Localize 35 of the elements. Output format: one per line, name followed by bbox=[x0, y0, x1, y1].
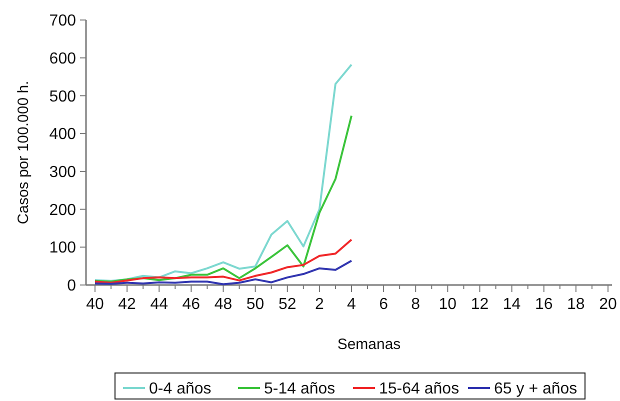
line-series bbox=[94, 260, 352, 286]
legend-label: 65 y + años bbox=[494, 380, 578, 398]
x-axis-title: Semanas bbox=[337, 336, 401, 353]
y-tick-label: 500 bbox=[49, 88, 76, 106]
y-tick-label: 700 bbox=[49, 12, 76, 30]
line-series bbox=[94, 114, 352, 283]
x-tick-label: 20 bbox=[599, 296, 617, 313]
line-series bbox=[94, 64, 352, 282]
x-tick-label: 12 bbox=[470, 296, 489, 313]
y-axis-title: Casos por 100.000 h. bbox=[15, 80, 32, 224]
y-tick-label: 400 bbox=[49, 126, 76, 144]
y-tick-label: 200 bbox=[49, 202, 76, 219]
x-tick-label: 42 bbox=[118, 296, 136, 313]
y-tick-label: 100 bbox=[49, 240, 76, 257]
x-tick-label: 48 bbox=[214, 296, 232, 313]
legend-label: 5-14 años bbox=[264, 380, 336, 398]
x-tick-label: 52 bbox=[278, 296, 296, 313]
x-tick-label: 6 bbox=[379, 296, 388, 313]
x-tick-label: 16 bbox=[534, 296, 553, 313]
x-tick-label: 40 bbox=[86, 296, 104, 313]
x-tick-label: 50 bbox=[246, 296, 264, 313]
x-tick-label: 10 bbox=[438, 296, 457, 313]
y-tick-label: 300 bbox=[49, 164, 76, 182]
y-tick-label: 0 bbox=[67, 278, 76, 295]
x-tick-label: 46 bbox=[182, 296, 200, 313]
x-tick-label: 4 bbox=[347, 296, 356, 313]
y-tick-label: 600 bbox=[49, 50, 76, 68]
x-tick-label: 18 bbox=[567, 296, 585, 313]
x-tick-label: 8 bbox=[411, 296, 420, 313]
x-tick-label: 14 bbox=[502, 296, 521, 313]
x-tick-label: 2 bbox=[314, 296, 324, 313]
x-tick-label: 44 bbox=[150, 296, 168, 313]
legend-label: 0-4 años bbox=[149, 380, 212, 398]
legend-label: 15-64 años bbox=[379, 380, 460, 398]
line-series bbox=[94, 238, 352, 284]
